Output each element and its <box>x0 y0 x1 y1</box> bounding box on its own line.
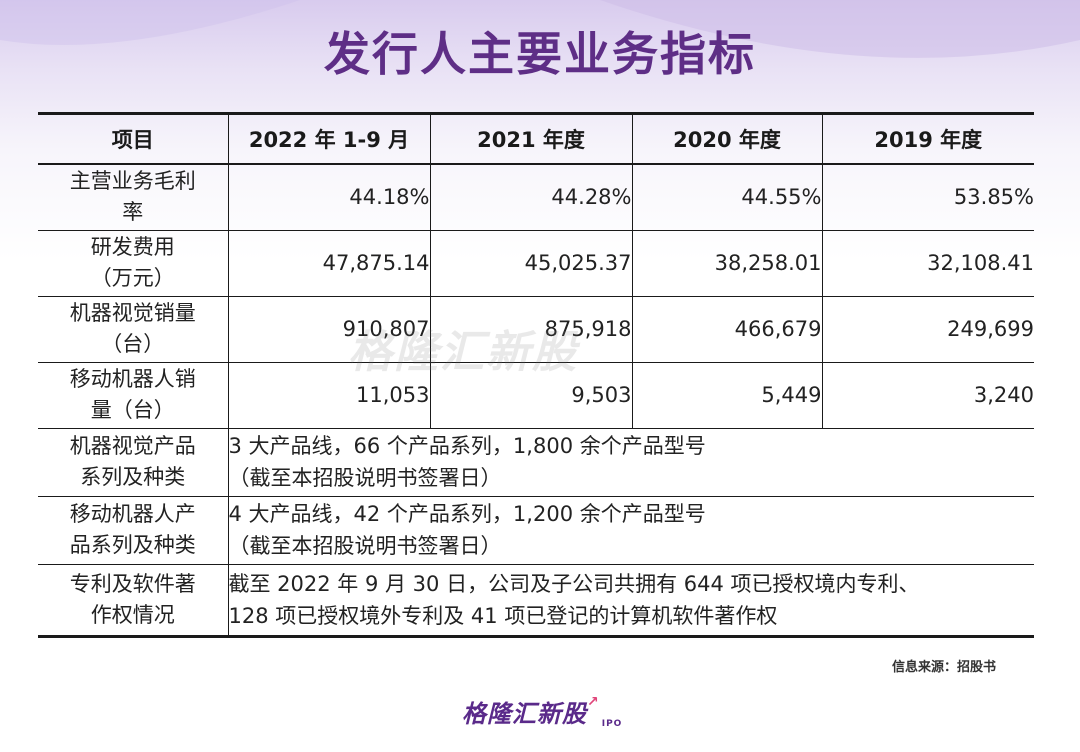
row-label-line: 移动机器人产 <box>69 502 196 526</box>
table-cell: 9,503 <box>429 361 633 429</box>
description-cell: 截至 2022 年 9 月 30 日，公司及子公司共拥有 644 项已授权境内专… <box>227 563 1034 636</box>
row-label-line: 系列及种类 <box>80 465 186 489</box>
row-label: 移动机器人产 品系列及种类 <box>38 495 229 565</box>
row-label-line: （万元） <box>90 266 175 290</box>
business-indicators-table: 项目 2022 年 1-9 月 2021 年度 2020 年度 2019 年度 … <box>38 112 1034 638</box>
description-line: 截至 2022 年 9 月 30 日，公司及子公司共拥有 644 项已授权境内专… <box>228 571 920 596</box>
row-label-line: 率 <box>122 200 144 225</box>
table-row: 研发费用 （万元） 47,875.14 45,025.37 38,258.01 … <box>38 229 1034 297</box>
row-label: 研发费用 （万元） <box>38 229 229 297</box>
brand-name: 格隆汇新股 <box>462 700 587 728</box>
table-cell: 910,807 <box>227 295 431 363</box>
table-row: 移动机器人销 量（台） 11,053 9,503 5,449 3,240 <box>38 361 1034 429</box>
row-label-line: 量（台） <box>90 398 175 422</box>
description-line: （截至本招股说明书签署日） <box>228 466 502 490</box>
description-line: （截至本招股说明书签署日） <box>228 534 502 558</box>
description-line: 128 项已授权境外专利及 41 项已登记的计算机软件著作权 <box>228 603 778 628</box>
column-header: 2021 年度 <box>429 113 633 165</box>
table-cell: 44.55% <box>631 163 823 231</box>
table-row: 移动机器人产 品系列及种类 4 大产品线，42 个产品系列，1,200 余个产品… <box>38 495 1034 565</box>
table-cell: 38,258.01 <box>631 229 823 297</box>
table-cell: 53.85% <box>821 163 1034 231</box>
table-row: 机器视觉产品 系列及种类 3 大产品线，66 个产品系列，1,800 余个产品型… <box>38 427 1034 497</box>
table-cell: 45,025.37 <box>429 229 633 297</box>
row-label-line: 主营业务毛利 <box>69 169 196 194</box>
description-line: 3 大产品线，66 个产品系列，1,800 余个产品型号 <box>228 434 706 458</box>
table-cell: 11,053 <box>227 361 431 429</box>
row-label-line: 专利及软件著 <box>69 571 196 596</box>
row-label-line: 研发费用 <box>90 235 175 259</box>
table-row: 主营业务毛利 率 44.18% 44.28% 44.55% 53.85% <box>38 163 1034 231</box>
table-cell: 47,875.14 <box>227 229 431 297</box>
row-label: 专利及软件著 作权情况 <box>38 563 229 636</box>
table-cell: 466,679 <box>631 295 823 363</box>
row-label-line: 移动机器人销 <box>69 367 196 391</box>
table-row: 机器视觉销量 （台） 910,807 875,918 466,679 249,6… <box>38 295 1034 363</box>
row-label: 移动机器人销 量（台） <box>38 361 229 429</box>
source-note: 信息来源：招股书 <box>891 660 996 675</box>
table-cell: 3,240 <box>821 361 1034 429</box>
column-header: 项目 <box>38 113 229 165</box>
column-header: 2019 年度 <box>821 113 1034 165</box>
table-cell: 5,449 <box>631 361 823 429</box>
row-label-line: （台） <box>101 332 165 356</box>
table-cell: 32,108.41 <box>821 229 1034 297</box>
row-label-line: 机器视觉产品 <box>69 434 196 458</box>
row-label-line: 品系列及种类 <box>69 533 196 557</box>
column-header: 2020 年度 <box>631 113 823 165</box>
row-label: 主营业务毛利 率 <box>38 163 229 231</box>
description-line: 4 大产品线，42 个产品系列，1,200 余个产品型号 <box>228 502 706 526</box>
brand-logo: 格隆汇新股↗IPO <box>462 694 622 729</box>
row-label: 机器视觉产品 系列及种类 <box>38 427 229 497</box>
column-header: 2022 年 1-9 月 <box>227 113 431 165</box>
table-header-row: 项目 2022 年 1-9 月 2021 年度 2020 年度 2019 年度 <box>38 113 1034 165</box>
table-cell: 44.18% <box>227 163 431 231</box>
arrow-icon: ↗ <box>587 694 600 710</box>
table-cell: 249,699 <box>821 295 1034 363</box>
table-cell: 875,918 <box>429 295 633 363</box>
brand-suffix: IPO <box>601 719 623 729</box>
row-label-line: 作权情况 <box>90 602 175 627</box>
row-label: 机器视觉销量 （台） <box>38 295 229 363</box>
table-row: 专利及软件著 作权情况 截至 2022 年 9 月 30 日，公司及子公司共拥有… <box>38 563 1034 636</box>
description-cell: 3 大产品线，66 个产品系列，1,800 余个产品型号 （截至本招股说明书签署… <box>227 427 1034 497</box>
table-cell: 44.28% <box>429 163 633 231</box>
description-cell: 4 大产品线，42 个产品系列，1,200 余个产品型号 （截至本招股说明书签署… <box>227 495 1034 565</box>
page-title: 发行人主要业务指标 <box>324 27 756 81</box>
row-label-line: 机器视觉销量 <box>69 301 196 325</box>
